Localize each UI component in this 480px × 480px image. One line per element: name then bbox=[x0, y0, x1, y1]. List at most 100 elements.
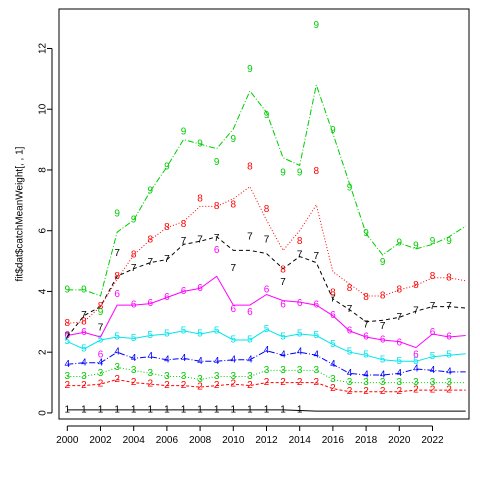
data-point-marker: 8 bbox=[148, 234, 154, 245]
data-point-marker: 9 bbox=[214, 157, 220, 168]
data-point-marker: 8 bbox=[131, 250, 137, 261]
data-point-marker: 3 bbox=[330, 374, 336, 385]
data-point-marker: 9 bbox=[164, 161, 170, 172]
data-point-marker: 9 bbox=[197, 139, 203, 150]
data-point-marker: 2 bbox=[430, 385, 436, 396]
series-5-line bbox=[67, 328, 466, 362]
data-point-marker: 2 bbox=[214, 380, 220, 391]
x-tick-label: 2018 bbox=[355, 435, 378, 446]
data-point-marker: 2 bbox=[197, 382, 203, 393]
series-6-line bbox=[67, 275, 466, 349]
data-point-marker: 1 bbox=[98, 404, 104, 415]
data-point-marker: 4 bbox=[347, 368, 353, 379]
data-point-marker: 8 bbox=[114, 271, 120, 282]
data-point-marker: 4 bbox=[231, 354, 237, 365]
data-point-marker: 6 bbox=[148, 298, 154, 309]
x-tick-label: 2004 bbox=[123, 435, 146, 446]
data-point-marker: 8 bbox=[214, 201, 220, 212]
data-point-marker: 8 bbox=[98, 301, 104, 312]
data-point-marker: 8 bbox=[347, 283, 353, 294]
data-point-marker: 9 bbox=[131, 215, 137, 226]
data-point-marker: 7 bbox=[148, 257, 154, 268]
data-point-marker: 1 bbox=[197, 404, 203, 415]
plot-frame bbox=[58, 8, 470, 420]
data-point-marker: 3 bbox=[181, 371, 187, 382]
data-point-marker: 5 bbox=[214, 325, 220, 336]
data-point-marker: 4 bbox=[314, 350, 320, 361]
data-point-marker: 2 bbox=[81, 380, 87, 391]
data-point-marker: 3 bbox=[413, 377, 419, 388]
data-point-marker: 3 bbox=[114, 362, 120, 373]
data-point-marker: 5 bbox=[413, 356, 419, 367]
data-point-marker: 3 bbox=[397, 377, 403, 388]
data-point-marker: 7 bbox=[446, 301, 452, 312]
data-point-marker: 8 bbox=[446, 272, 452, 283]
data-point-marker: 4 bbox=[114, 347, 120, 358]
data-point-marker: 6 bbox=[413, 350, 419, 361]
data-point-marker: 8 bbox=[264, 204, 270, 215]
data-point-marker: 3 bbox=[214, 371, 220, 382]
series-2-line bbox=[67, 378, 466, 393]
data-point-marker: 1 bbox=[164, 404, 170, 415]
data-point-marker: 5 bbox=[164, 328, 170, 339]
data-point-marker: 3 bbox=[231, 371, 237, 382]
data-point-marker: 2 bbox=[380, 386, 386, 397]
data-point-marker: 9 bbox=[280, 168, 286, 179]
series-9-line bbox=[67, 83, 466, 297]
data-point-marker: 3 bbox=[363, 377, 369, 388]
data-point-marker: 3 bbox=[347, 377, 353, 388]
data-point-marker: 5 bbox=[330, 339, 336, 350]
data-point-marker: 2 bbox=[247, 380, 253, 391]
data-point-marker: 7 bbox=[363, 319, 369, 330]
data-point-marker: 6 bbox=[280, 300, 286, 311]
data-point-marker: 2 bbox=[297, 377, 303, 388]
data-point-marker: 2 bbox=[131, 377, 137, 388]
data-point-marker: 1 bbox=[247, 404, 253, 415]
data-point-marker: 2 bbox=[231, 379, 237, 390]
x-tick-label: 2008 bbox=[189, 435, 212, 446]
data-point-marker: 4 bbox=[280, 350, 286, 361]
data-point-marker: 2 bbox=[397, 386, 403, 397]
series-3: 3 3 33 3 3 3 3 3 3 3 33 3 3 33 3 3 3 3 3 3 3 bbox=[65, 362, 466, 388]
data-point-marker: 9 bbox=[430, 236, 436, 247]
data-point-marker: 3 bbox=[81, 371, 87, 382]
x-tick-label: 2010 bbox=[222, 435, 245, 446]
data-point-marker: 7 bbox=[430, 301, 436, 312]
data-point-marker: 4 bbox=[148, 351, 154, 362]
data-point-marker: 7 bbox=[380, 321, 386, 332]
data-point-marker: 5 bbox=[347, 347, 353, 358]
data-point-marker: 5 bbox=[65, 336, 71, 347]
data-point-marker: 4 bbox=[65, 359, 71, 370]
data-point-marker: 4 bbox=[181, 353, 187, 364]
data-point-marker: 7 bbox=[247, 231, 253, 242]
data-point-marker: 9 bbox=[81, 284, 87, 295]
data-point-marker: 9 bbox=[397, 237, 403, 248]
data-point-marker: 1 bbox=[148, 404, 154, 415]
data-point-marker: 8 bbox=[430, 271, 436, 282]
data-point-marker: 3 bbox=[131, 365, 137, 376]
data-point-marker: 4 bbox=[330, 359, 336, 370]
data-point-marker: 1 bbox=[297, 404, 303, 415]
data-point-marker: 4 bbox=[247, 354, 253, 365]
data-point-marker: 7 bbox=[280, 277, 286, 288]
data-point-marker: 9 bbox=[347, 183, 353, 194]
data-point-marker: 1 bbox=[280, 404, 286, 415]
data-point-marker: 2 bbox=[264, 377, 270, 388]
data-point-marker: 4 bbox=[430, 365, 436, 376]
data-point-marker: 9 bbox=[98, 307, 104, 318]
data-point-marker: 5 bbox=[247, 335, 253, 346]
data-point-marker: 4 bbox=[164, 354, 170, 365]
data-point-marker: 7 bbox=[413, 306, 419, 317]
data-point-marker: 8 bbox=[81, 316, 87, 327]
data-point-marker: 9 bbox=[264, 110, 270, 121]
y-axis: 0 2 4 6 8 10 12 bbox=[38, 42, 53, 416]
data-point-marker: 3 bbox=[247, 371, 253, 382]
series-4: 4 4 444 4 4 4 4 4 4 44 4 4 444 4 4 4 4 4 4 bbox=[65, 345, 466, 380]
data-point-marker: 6 bbox=[197, 283, 203, 294]
data-point-marker: 7 bbox=[131, 263, 137, 274]
data-point-marker: 9 bbox=[330, 125, 336, 136]
data-point-marker: 3 bbox=[264, 365, 270, 376]
